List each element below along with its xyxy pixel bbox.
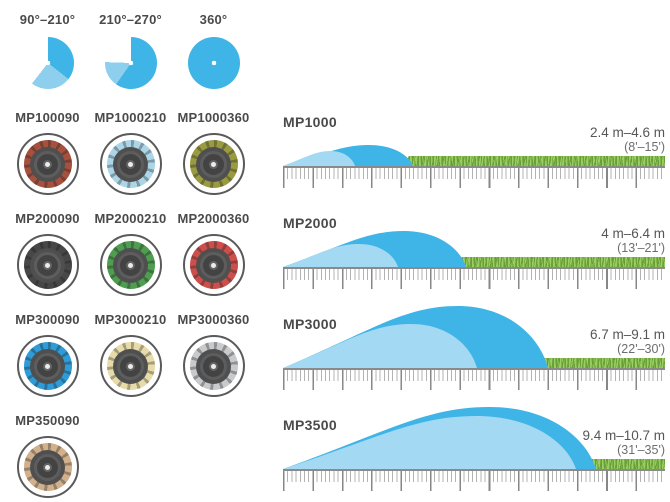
spray-model-label: MP1000 — [283, 114, 337, 130]
range-imperial: (8'–15') — [624, 140, 665, 154]
spray-range: 9.4 m–10.7 m (31'–35') — [582, 428, 665, 457]
spray-light-shape — [283, 324, 477, 368]
nozzle-model-label: MP3000360 — [177, 312, 250, 327]
nozzle-model-label: MP2000360 — [177, 211, 250, 226]
spray-model-label: MP3000 — [283, 316, 337, 332]
nozzle-model-label: MP350090 — [15, 413, 80, 428]
nozzle-model-label: MP3000210 — [94, 312, 167, 327]
range-metric: 4 m–6.4 m — [601, 226, 665, 241]
spray-row-mp1000: MP1000 2.4 m–4.6 m (8'–15') — [283, 108, 665, 209]
spray-distance-panel: MP1000 2.4 m–4.6 m (8'–15') MP2000 4 m–6… — [283, 108, 665, 502]
range-imperial: (22'–30') — [617, 342, 665, 356]
arc-360-icon — [187, 37, 240, 89]
nozzle-cap-icon — [16, 335, 79, 397]
nozzle-mp350090: MP350090 — [6, 409, 89, 502]
nozzle-model-label: MP2000210 — [94, 211, 167, 226]
distance-ruler — [283, 267, 665, 291]
spray-light-shape — [283, 416, 576, 469]
nozzle-cap-icon — [182, 234, 245, 296]
spray-arc-graphic — [283, 407, 596, 469]
arc-label: 210°–270° — [99, 12, 162, 27]
spray-model-label: MP3500 — [283, 417, 337, 433]
nozzle-cap-icon — [99, 335, 162, 397]
nozzle-mp1000360: MP1000360 — [172, 106, 255, 207]
range-metric: 6.7 m–9.1 m — [589, 327, 665, 342]
arc-header: 90°–210° 210°–270° 360° — [6, 8, 255, 89]
grass-strip — [408, 156, 665, 166]
range-metric: 9.4 m–10.7 m — [582, 428, 665, 443]
nozzle-mp100090: MP100090 — [6, 106, 89, 207]
spray-model-label: MP2000 — [283, 215, 337, 231]
arc-label: 90°–210° — [19, 12, 76, 27]
grass-strip — [461, 257, 665, 267]
spray-arc-graphic — [283, 231, 466, 267]
nozzle-cap-icon — [182, 133, 245, 195]
nozzle-cap-icon — [99, 234, 162, 296]
nozzle-mp1000210: MP1000210 — [89, 106, 172, 207]
nozzle-model-label: MP300090 — [15, 312, 80, 327]
nozzle-cap-icon — [99, 133, 162, 195]
nozzle-grid: MP100090 MP1000210 MP1000360 MP200090 MP… — [6, 106, 255, 502]
distance-ruler — [283, 166, 665, 190]
distance-ruler — [283, 368, 665, 392]
arc-option-210-270: 210°–270° — [89, 8, 172, 89]
range-metric: 2.4 m–4.6 m — [589, 125, 665, 140]
arc-90-210-icon — [21, 37, 74, 89]
range-imperial: (31'–35') — [617, 443, 665, 457]
spray-row-mp3500: MP3500 9.4 m–10.7 m (31'–35') — [283, 407, 665, 502]
arc-option-90-210: 90°–210° — [6, 8, 89, 89]
range-imperial: (13'–21') — [617, 241, 665, 255]
nozzle-mp200090: MP200090 — [6, 207, 89, 308]
nozzle-mp300090: MP300090 — [6, 308, 89, 409]
nozzle-model-label: MP100090 — [15, 110, 80, 125]
spray-range: 4 m–6.4 m (13'–21') — [601, 226, 665, 255]
arc-label: 360° — [199, 12, 228, 27]
nozzle-cap-icon — [16, 436, 79, 498]
nozzle-mp3000210: MP3000210 — [89, 308, 172, 409]
nozzle-mp2000360: MP2000360 — [172, 207, 255, 308]
arc-option-360: 360° — [172, 8, 255, 89]
nozzle-model-label: MP200090 — [15, 211, 80, 226]
distance-ruler — [283, 469, 665, 493]
spray-arc-graphic — [283, 306, 548, 368]
grass-strip — [543, 358, 665, 368]
spray-row-mp2000: MP2000 4 m–6.4 m (13'–21') — [283, 209, 665, 310]
nozzle-model-label: MP1000210 — [94, 110, 167, 125]
spray-light-shape — [283, 244, 398, 267]
spray-arc-graphic — [283, 145, 413, 166]
nozzle-cap-icon — [16, 234, 79, 296]
spray-light-shape — [283, 151, 355, 166]
nozzle-model-label: MP1000360 — [177, 110, 250, 125]
spray-row-mp3000: MP3000 6.7 m–9.1 m (22'–30') — [283, 306, 665, 411]
grass-strip — [591, 459, 665, 469]
arc-210-270-icon — [104, 37, 157, 89]
nozzle-cap-icon — [16, 133, 79, 195]
spray-range: 2.4 m–4.6 m (8'–15') — [590, 125, 665, 154]
nozzle-mp2000210: MP2000210 — [89, 207, 172, 308]
nozzle-cap-icon — [182, 335, 245, 397]
spray-range: 6.7 m–9.1 m (22'–30') — [590, 327, 665, 356]
nozzle-mp3000360: MP3000360 — [172, 308, 255, 409]
